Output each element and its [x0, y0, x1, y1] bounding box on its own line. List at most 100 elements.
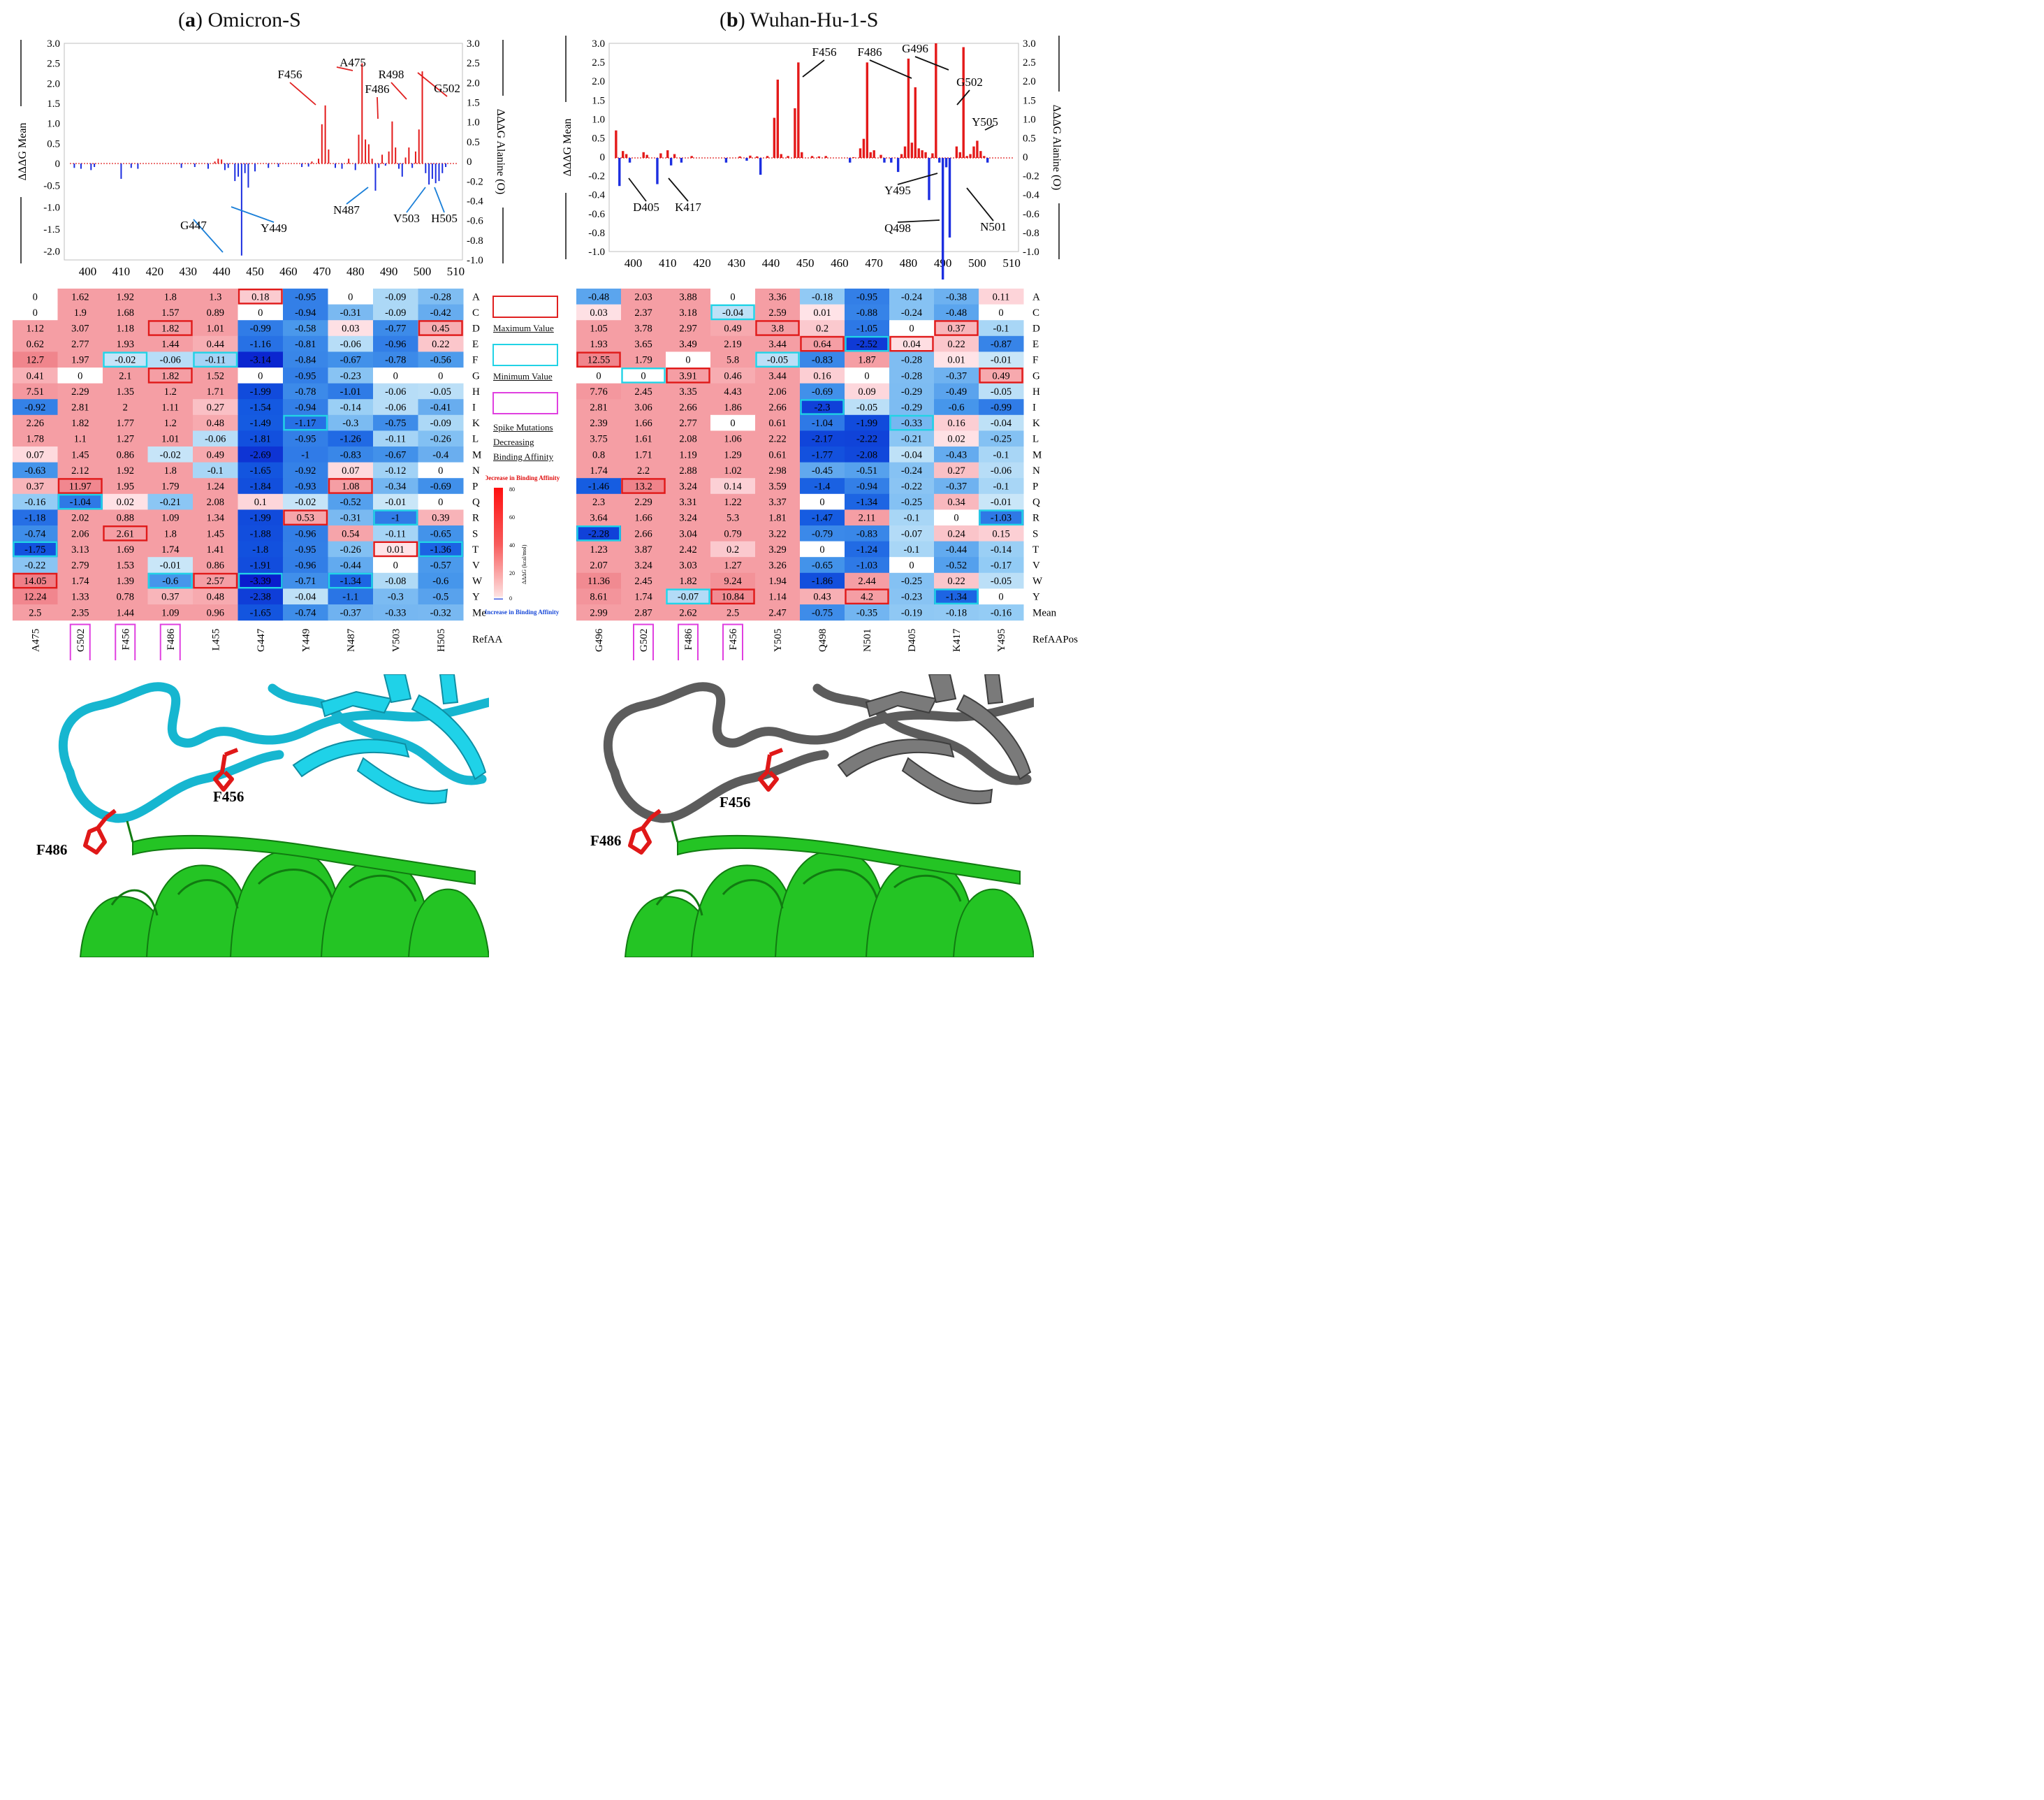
- colorbar-tick: 60: [509, 514, 515, 521]
- heatmap-value: 1.74: [71, 576, 89, 587]
- heatmap-value: 3.44: [768, 370, 787, 382]
- heatmap-value: 1.09: [161, 607, 179, 618]
- heatmap-value: -0.09: [385, 291, 406, 303]
- heatmap-cell: [934, 289, 979, 305]
- heatmap-cell: [373, 399, 418, 416]
- heatmap-cell: [621, 351, 666, 368]
- heatmap-value: -1.65: [250, 465, 271, 477]
- heatmap-value: 3.06: [634, 402, 652, 414]
- heatmap-value: 1.78: [27, 434, 44, 445]
- y-tick-right: 3.0: [1023, 38, 1036, 50]
- bar: [944, 158, 948, 168]
- heatmap-value: 3.88: [679, 291, 696, 303]
- heatmap-row-label: H: [1032, 386, 1040, 398]
- heatmap-value: -0.28: [430, 291, 451, 303]
- heatmap-value: 1.71: [634, 449, 652, 460]
- heatmap-value: 1.35: [117, 386, 134, 398]
- heatmap-value: 1.74: [161, 544, 180, 556]
- heatmap-cell: [283, 447, 328, 463]
- heatmap-value: 0.61: [768, 418, 786, 429]
- heatmap-row-label: V: [1032, 560, 1040, 572]
- heatmap-cell: [283, 525, 328, 542]
- heatmap-cell: [13, 399, 58, 416]
- heatmap-value: -0.14: [991, 544, 1012, 556]
- heatmap-value: 3.87: [634, 544, 652, 556]
- bar: [738, 156, 741, 158]
- heatmap-value: -1.4: [815, 481, 831, 493]
- heatmap-value: -0.05: [991, 386, 1012, 398]
- heatmap-value: -1.03: [991, 513, 1012, 524]
- heatmap-value: 1.79: [161, 481, 179, 493]
- heatmap-value: 2.19: [724, 339, 741, 350]
- heatmap-cell: [147, 462, 194, 479]
- bar: [221, 159, 223, 164]
- colorbar-bottom-label: Increase in Binding Affinity: [486, 609, 560, 616]
- heatmap-row-label: C: [472, 307, 479, 319]
- min-value-marker: [621, 367, 666, 384]
- heatmap-value: 1.08: [342, 481, 359, 493]
- heatmap-value: -1.99: [250, 386, 271, 398]
- heatmap-row-label: Y: [1032, 592, 1040, 603]
- heatmap-cell: [57, 493, 103, 510]
- heatmap-cell: [193, 335, 238, 352]
- heatmap-cell: [13, 304, 58, 321]
- min-value-marker: [283, 414, 328, 431]
- bar: [983, 156, 986, 158]
- heatmap-cell: [193, 320, 238, 337]
- bar: [384, 164, 386, 166]
- heatmap-cell: [755, 320, 801, 337]
- heatmap-value: 0.61: [768, 449, 786, 460]
- heatmap-value: 0.37: [27, 481, 44, 493]
- heatmap-value: 3.31: [679, 497, 696, 508]
- heatmap-cell: [621, 368, 666, 384]
- heatmap-cell: [373, 525, 418, 542]
- heatmap-value: -1.34: [856, 497, 878, 508]
- heatmap-row-label: A: [472, 291, 480, 303]
- min-value-marker: [238, 572, 283, 589]
- heatmap-cell: [889, 447, 935, 463]
- heatmap-value: 0.43: [813, 592, 831, 603]
- annotation-leader: [802, 59, 825, 78]
- max-value-marker: [57, 478, 103, 494]
- heatmap-value: 2.08: [207, 497, 224, 508]
- heatmap-value: 0.54: [342, 528, 360, 539]
- heatmap-cell: [373, 351, 418, 368]
- heatmap-cell: [666, 430, 711, 447]
- heatmap-cell: [193, 493, 238, 510]
- heatmap-cell: [666, 289, 711, 305]
- heatmap-value: 1.3: [209, 291, 221, 303]
- heatmap-value: 3.13: [71, 544, 89, 556]
- heatmap-cell: [845, 414, 890, 431]
- heatmap-cell: [576, 604, 622, 621]
- min-value-marker: [666, 588, 710, 605]
- heatmap-cell: [238, 399, 284, 416]
- y-tick-left: -0.2: [588, 171, 605, 182]
- heatmap-cell: [979, 383, 1024, 400]
- heatmap-value: 1.27: [724, 560, 741, 572]
- heatmap-value: -0.84: [295, 355, 316, 366]
- heatmap-cell: [710, 509, 756, 526]
- heatmap-value: -0.09: [430, 418, 451, 429]
- heatmap-cell: [238, 525, 284, 542]
- heatmap-value: -0.1: [993, 449, 1009, 460]
- heatmap-value: -0.96: [295, 528, 316, 539]
- min-value-marker: [845, 335, 889, 352]
- bar: [948, 158, 951, 238]
- heatmap-cell: [710, 383, 756, 400]
- bar: [358, 134, 360, 164]
- heatmap-cell: [238, 447, 284, 463]
- heatmap-value: -0.37: [946, 370, 967, 382]
- heatmap-cell: [710, 320, 756, 337]
- heatmap-value: 0: [33, 307, 38, 319]
- heatmap-cell: [710, 447, 756, 463]
- heatmap-cell: [845, 383, 890, 400]
- heatmap-cell: [193, 351, 238, 368]
- annotation-label: F456: [812, 45, 837, 59]
- heatmap-value: -0.75: [385, 418, 406, 429]
- heatmap-value: -0.25: [901, 497, 922, 508]
- heatmap-value: -1.05: [856, 324, 877, 335]
- heatmap-cell: [666, 368, 711, 384]
- annotation-label: G502: [434, 82, 460, 95]
- bar: [214, 161, 216, 164]
- heatmap-value: -0.01: [160, 560, 181, 572]
